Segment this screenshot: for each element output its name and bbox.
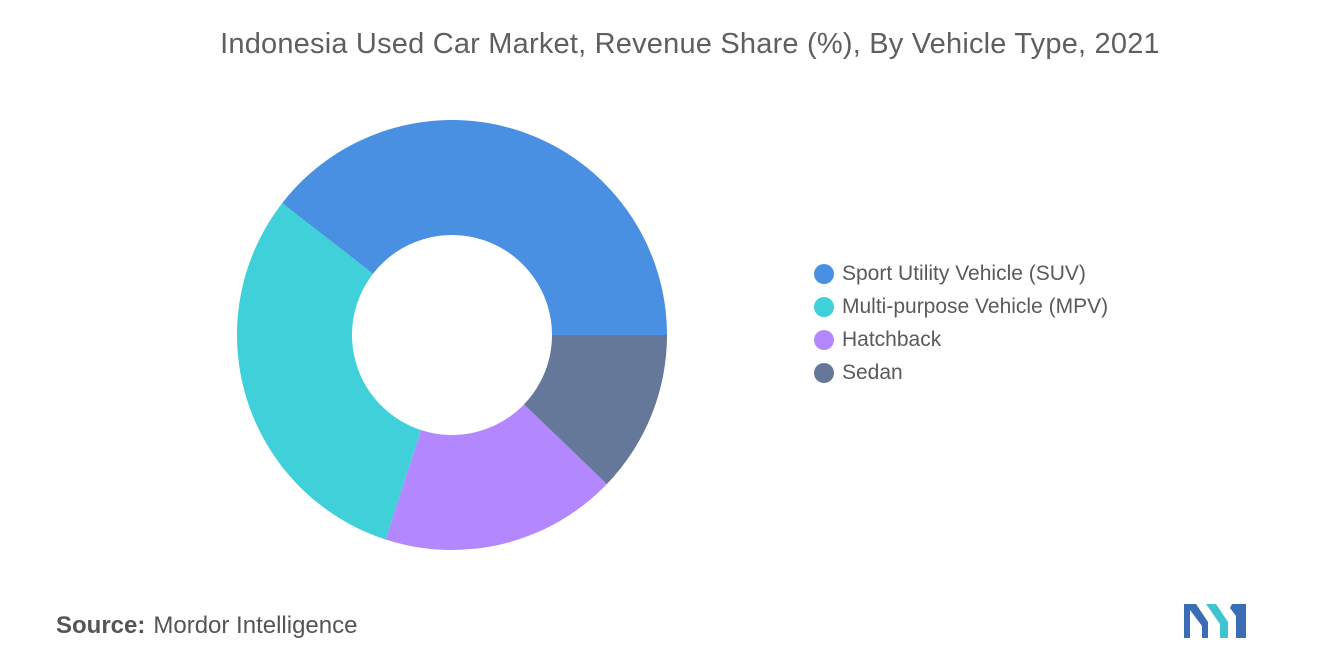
legend-label: Sport Utility Vehicle (SUV) [842,261,1086,285]
legend-swatch [814,296,834,317]
donut-slice-1 [282,119,667,335]
donut-slice-2 [237,203,422,540]
source-note: Source: Mordor Intelligence [56,612,357,640]
legend-label: Sedan [842,360,903,384]
chart-title: Indonesia Used Car Market, Revenue Share… [220,28,1160,60]
mordor-intelligence-logo-icon [1184,604,1246,638]
legend-swatch [814,362,834,383]
source-text: Mordor Intelligence [153,612,358,639]
legend-swatch [814,329,834,350]
donut-slice-3 [385,404,607,550]
legend-item: Sport Utility Vehicle (SUV) [814,257,1108,290]
legend-item: Multi-purpose Vehicle (MPV) [814,290,1108,323]
legend-label: Hatchback [842,327,942,351]
source-label: Source: [56,612,146,639]
chart-legend: Sport Utility Vehicle (SUV) Multi-purpose… [814,257,1108,389]
donut-slice-4 [524,335,667,485]
legend-label: Multi-purpose Vehicle (MPV) [842,294,1109,318]
legend-item: Sedan [814,356,1108,389]
legend-swatch [814,263,834,284]
legend-item: Hatchback [814,323,1108,356]
